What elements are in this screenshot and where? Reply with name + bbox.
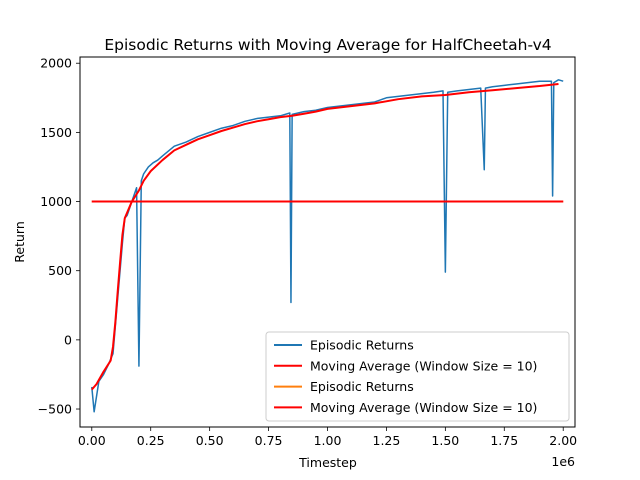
x-axis-offset-label: 1e6	[551, 454, 575, 469]
x-axis-label: Timestep	[298, 455, 357, 470]
x-tick-label: 1.00	[314, 433, 342, 448]
x-tick-label: 2.00	[549, 433, 577, 448]
y-tick-label: 500	[48, 263, 72, 278]
legend-label: Episodic Returns	[310, 379, 414, 394]
x-tick-label: 0.75	[255, 433, 283, 448]
chart-title: Episodic Returns with Moving Average for…	[104, 36, 551, 54]
legend-label: Episodic Returns	[310, 338, 414, 353]
x-tick-label: 1.75	[490, 433, 518, 448]
y-axis-label: Return	[12, 221, 27, 262]
y-tick-label: 2000	[40, 56, 72, 71]
x-tick-label: 1.25	[373, 433, 401, 448]
plot-area	[91, 79, 564, 413]
x-tick-label: 0.50	[196, 433, 224, 448]
legend-box	[265, 331, 570, 422]
legend-label: Moving Average (Window Size = 10)	[310, 400, 537, 415]
legend-label: Moving Average (Window Size = 10)	[310, 358, 537, 373]
legend: Episodic Returns Moving Average (Window S…	[265, 331, 570, 422]
x-tick-label: 1.50	[431, 433, 459, 448]
y-tick-label: 0	[64, 332, 72, 347]
y-axis: −500 0 500 1000 1500 2000	[38, 56, 80, 417]
y-tick-label: −500	[38, 402, 72, 417]
y-tick-label: 1000	[40, 194, 72, 209]
x-axis: 0.00 0.25 0.50 0.75 1.00 1.25 1.50 1.75 2.00	[78, 427, 577, 448]
series-line-2	[91, 82, 559, 391]
x-tick-label: 0.25	[137, 433, 165, 448]
y-tick-label: 1500	[40, 125, 72, 140]
x-tick-label: 0.00	[78, 433, 106, 448]
